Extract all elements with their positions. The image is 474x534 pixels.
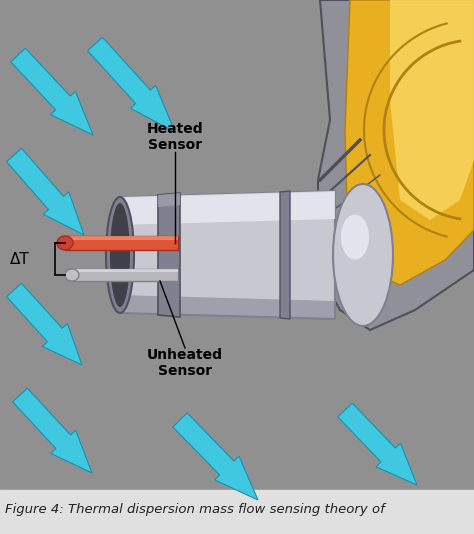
Polygon shape — [13, 388, 92, 473]
Polygon shape — [338, 403, 417, 485]
Ellipse shape — [106, 197, 134, 313]
Ellipse shape — [110, 203, 130, 307]
Polygon shape — [318, 0, 474, 330]
Polygon shape — [390, 0, 474, 220]
Polygon shape — [7, 148, 84, 235]
Polygon shape — [88, 37, 175, 132]
Text: Unheated
Sensor: Unheated Sensor — [147, 348, 223, 378]
Ellipse shape — [65, 269, 79, 281]
Polygon shape — [65, 236, 178, 240]
Polygon shape — [280, 191, 290, 319]
Polygon shape — [65, 236, 178, 250]
Polygon shape — [158, 193, 180, 317]
Text: Heated
Sensor: Heated Sensor — [146, 122, 203, 152]
Ellipse shape — [333, 184, 393, 326]
Polygon shape — [173, 413, 258, 500]
Ellipse shape — [341, 215, 369, 260]
Text: ΔT: ΔT — [10, 252, 30, 266]
Text: Figure 4: Thermal dispersion mass flow sensing theory of: Figure 4: Thermal dispersion mass flow s… — [5, 504, 385, 516]
Polygon shape — [7, 283, 82, 365]
Polygon shape — [72, 269, 178, 272]
Polygon shape — [11, 48, 93, 135]
Polygon shape — [158, 193, 180, 207]
Bar — [0, 490, 474, 534]
Ellipse shape — [57, 236, 73, 250]
Polygon shape — [120, 191, 335, 319]
Polygon shape — [345, 0, 474, 285]
Polygon shape — [120, 295, 335, 319]
Polygon shape — [120, 191, 335, 225]
Polygon shape — [72, 269, 178, 281]
